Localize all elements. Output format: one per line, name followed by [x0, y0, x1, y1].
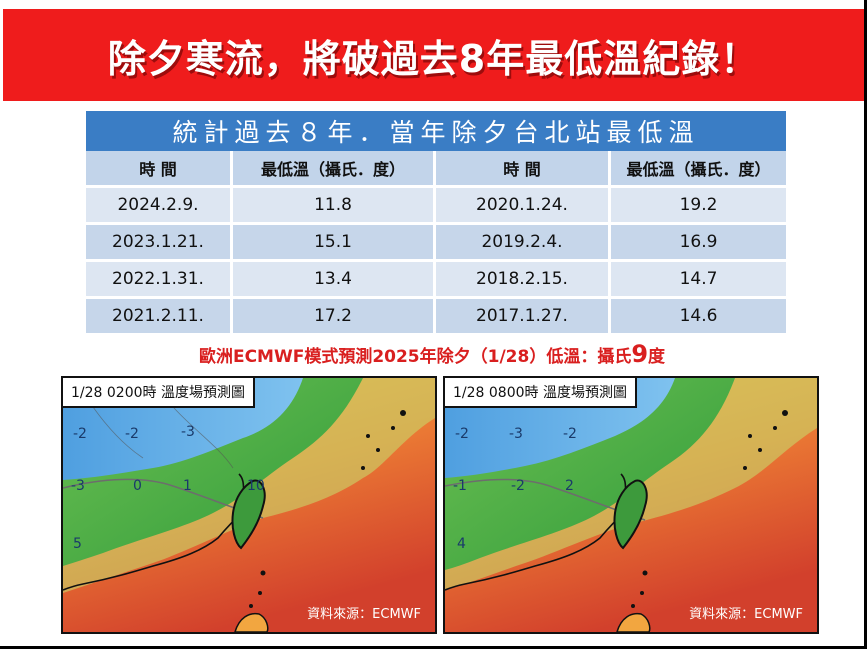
table-cell: 2021.2.11. — [86, 299, 233, 336]
table-cell: 2017.1.27. — [436, 299, 611, 336]
table-cell: 14.6 — [611, 299, 786, 336]
contour-label: 1 — [183, 478, 192, 494]
temperature-table: 統計過去８年．當年除夕台北站最低溫 時 間 最低溫（攝氏．度） 時 間 最低溫（… — [86, 111, 786, 336]
table-cell: 17.2 — [233, 299, 436, 336]
table-row: 2022.1.31. 13.4 2018.2.15. 14.7 — [86, 262, 786, 299]
map-source: 資料來源：ECMWF — [307, 607, 421, 622]
contour-label: -2 — [511, 478, 525, 494]
table-cell: 2018.2.15. — [436, 262, 611, 299]
table-row: 2024.2.9. 11.8 2020.1.24. 19.2 — [86, 188, 786, 225]
table-body: 時 間 最低溫（攝氏．度） 時 間 最低溫（攝氏．度） 2024.2.9. 11… — [86, 151, 786, 336]
table-cell: 2019.2.4. — [436, 225, 611, 262]
table-cell: 2020.1.24. — [436, 188, 611, 225]
temperature-map-0200: -2 -2 -3 -3 0 1 10 5 1/28 0200時 溫度場預測圖 資… — [61, 376, 437, 634]
table-title: 統計過去８年．當年除夕台北站最低溫 — [86, 111, 786, 151]
table-cell: 2023.1.21. — [86, 225, 233, 262]
temperature-map-0800: -2 -3 -2 -1 -2 2 4 1/28 0800時 溫度場預測圖 資料來… — [443, 376, 819, 634]
table-cell: 11.8 — [233, 188, 436, 225]
contour-label: -2 — [455, 426, 469, 442]
table-cell: 13.4 — [233, 262, 436, 299]
map-source: 資料來源：ECMWF — [689, 607, 803, 622]
table-cell: 19.2 — [611, 188, 786, 225]
contour-label: -2 — [73, 426, 87, 442]
contour-label: 2 — [565, 478, 574, 494]
forecast-text: 歐洲ECMWF模式預測2025年除夕（1/28）低溫：攝氏 — [198, 347, 632, 367]
table-header-row: 時 間 最低溫（攝氏．度） 時 間 最低溫（攝氏．度） — [86, 151, 786, 188]
column-header-date: 時 間 — [436, 151, 611, 188]
contour-label: 0 — [133, 478, 142, 494]
table-cell: 14.7 — [611, 262, 786, 299]
table-row: 2021.2.11. 17.2 2017.1.27. 14.6 — [86, 299, 786, 336]
forecast-unit: 度 — [648, 347, 666, 367]
contour-label: -2 — [125, 426, 139, 442]
contour-label: -3 — [181, 424, 195, 440]
contour-label: 4 — [457, 536, 466, 552]
map-label: 1/28 0800時 溫度場預測圖 — [445, 378, 637, 408]
table-cell: 2022.1.31. — [86, 262, 233, 299]
forecast-value: 9 — [631, 340, 649, 368]
table-cell: 16.9 — [611, 225, 786, 262]
table-row: 2023.1.21. 15.1 2019.2.4. 16.9 — [86, 225, 786, 262]
contour-label: 5 — [73, 536, 82, 552]
map-label: 1/28 0200時 溫度場預測圖 — [63, 378, 255, 408]
table-cell: 2024.2.9. — [86, 188, 233, 225]
map-graphic: -2 -2 -3 -3 0 1 10 5 — [63, 378, 435, 632]
map-graphic: -2 -3 -2 -1 -2 2 4 — [445, 378, 817, 632]
contour-label: 10 — [247, 478, 265, 494]
column-header-date: 時 間 — [86, 151, 233, 188]
contour-label: -3 — [509, 426, 523, 442]
title-banner: 除夕寒流，將破過去8年最低溫紀錄！ — [3, 9, 864, 101]
page-title: 除夕寒流，將破過去8年最低溫紀錄！ — [107, 36, 760, 81]
table-cell: 15.1 — [233, 225, 436, 262]
column-header-min-temp: 最低溫（攝氏．度） — [233, 151, 436, 188]
contour-label: -1 — [453, 478, 467, 494]
forecast-caption: 歐洲ECMWF模式預測2025年除夕（1/28）低溫：攝氏9度 — [0, 340, 864, 368]
column-header-min-temp: 最低溫（攝氏．度） — [611, 151, 786, 188]
contour-label: -2 — [563, 426, 577, 442]
contour-label: -3 — [71, 478, 85, 494]
